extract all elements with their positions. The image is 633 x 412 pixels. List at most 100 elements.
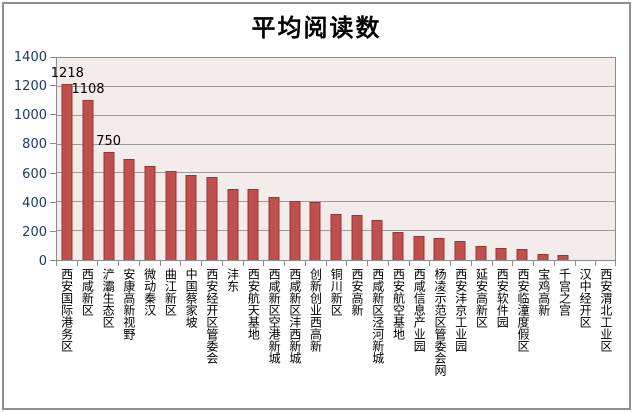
y-axis-tick-mark (50, 201, 56, 203)
x-axis-category-label: 西安临潼度假区 (515, 268, 530, 352)
x-axis-tick-mark (325, 261, 327, 266)
gridline (57, 201, 615, 203)
y-axis-tick-label: 200 (22, 224, 47, 240)
x-axis-tick-mark (491, 261, 493, 266)
x-axis-category-label: 沣东 (225, 268, 240, 292)
x-axis-tick-mark (180, 261, 182, 266)
x-axis-tick-mark (159, 261, 161, 266)
y-axis-tick-label: 1000 (13, 108, 47, 124)
x-axis-tick-mark (242, 261, 244, 266)
x-axis-category-label: 西安高新 (350, 268, 365, 316)
bar (82, 100, 94, 260)
x-axis-category-label: 西咸新区空港新城 (267, 268, 282, 364)
y-axis-tick-label: 400 (22, 195, 47, 211)
bar (433, 238, 445, 260)
x-axis-tick-mark (533, 261, 535, 266)
bar (309, 202, 321, 260)
y-axis-tick-mark (50, 260, 56, 261)
x-axis-tick-mark (470, 261, 472, 266)
bar (103, 151, 115, 260)
bar (495, 248, 507, 260)
x-axis-category-label: 西咸信息产业园 (412, 268, 427, 352)
x-axis-category-label: 西安国际港务区 (59, 268, 74, 352)
y-axis-tick-label: 1400 (13, 50, 47, 65)
x-axis-tick-mark (512, 261, 514, 266)
bar (144, 166, 156, 260)
y-axis-tick-label: 600 (22, 166, 47, 182)
x-axis-category-label: 西安软件园 (495, 268, 510, 328)
x-axis-category-label: 千宫之宫 (557, 268, 572, 316)
x-axis-tick-mark (221, 261, 223, 266)
x-axis-category-label: 宝鸡高新 (536, 268, 551, 316)
gridline (57, 114, 615, 116)
x-axis-category-label: 西安经开区管委会 (204, 268, 219, 364)
bar (392, 231, 404, 260)
bar (289, 200, 301, 260)
x-axis-labels: 西安国际港务区 西咸新区 浐灞生态区 安康高新视野 微动秦汉 曲江新区 中国蔡家坡 西安经开区… (56, 268, 616, 408)
x-axis-category-label: 西安航空基地 (391, 268, 406, 340)
y-axis-tick-label: 0 (38, 254, 47, 269)
x-axis-tick-mark (201, 261, 203, 266)
x-axis-category-label: 中国蔡家坡 (184, 268, 199, 328)
x-axis-tick-mark (615, 261, 616, 266)
x-axis-category-label: 创新创业西高新 (308, 268, 323, 352)
bar (247, 189, 259, 260)
bar (123, 159, 135, 260)
x-axis-ticks (56, 261, 616, 266)
x-axis-tick-mark (97, 261, 99, 266)
y-axis-tick-mark (50, 57, 56, 58)
bar (351, 215, 363, 260)
x-axis-category-label: 安康高新视野 (121, 268, 136, 340)
x-axis-tick-mark (76, 261, 78, 266)
bar (227, 188, 239, 260)
x-axis-tick-mark (118, 261, 120, 266)
x-axis-tick-mark (367, 261, 369, 266)
chart-title: 平均阅读数 (251, 16, 382, 42)
bar (475, 246, 487, 260)
x-axis-tick-mark (450, 261, 452, 266)
y-axis-tick-mark (50, 230, 56, 232)
x-axis-category-label: 汉中经开区 (578, 268, 593, 328)
bar (61, 84, 73, 260)
x-axis-tick-mark (346, 261, 348, 266)
x-axis-category-label: 西咸新区泾河新城 (370, 268, 385, 364)
x-axis-tick-mark (387, 261, 389, 266)
y-axis-ticks (50, 57, 56, 261)
bar (330, 213, 342, 260)
bar (537, 254, 549, 260)
gridline (57, 172, 615, 174)
y-axis-tick-label: 1200 (13, 79, 47, 95)
bar (557, 254, 569, 260)
x-axis-tick-mark (304, 261, 306, 266)
bar (371, 220, 383, 260)
y-axis-tick-label: 800 (22, 137, 47, 153)
x-axis-tick-mark (263, 261, 265, 266)
y-axis-tick-mark (50, 143, 56, 145)
x-axis-tick-mark (429, 261, 431, 266)
y-axis-tick-mark (50, 85, 56, 87)
bar-value-label: 750 (96, 133, 122, 149)
bar (413, 236, 425, 260)
x-axis-category-label: 曲江新区 (163, 268, 178, 316)
x-axis-category-label: 西安渭北工业区 (598, 268, 613, 352)
bar (516, 249, 528, 260)
x-axis-category-label: 延安高新区 (474, 268, 489, 328)
x-axis-category-label: 西咸新区 (80, 268, 95, 316)
y-axis-labels: 0 200 400 600 800 1000 1200 1400 (0, 51, 47, 268)
x-axis-category-label: 西安沣京工业园 (453, 268, 468, 352)
x-axis-category-label: 西咸新区沣西新城 (287, 268, 302, 364)
bar (268, 196, 280, 260)
x-axis-tick-mark (408, 261, 410, 266)
gridline (57, 85, 615, 87)
x-axis-category-label: 铜川新区 (329, 268, 344, 316)
x-axis-category-label: 浐灞生态区 (101, 268, 116, 328)
x-axis-tick-mark (56, 261, 57, 266)
x-axis-tick-mark (595, 261, 597, 266)
x-axis-category-label: 杨凌示范区管委会网 (433, 268, 447, 376)
x-axis-tick-mark (138, 261, 140, 266)
bar (185, 174, 197, 260)
x-axis-tick-mark (574, 261, 576, 266)
bar (454, 240, 466, 260)
x-axis-category-label: 微动秦汉 (142, 268, 157, 316)
